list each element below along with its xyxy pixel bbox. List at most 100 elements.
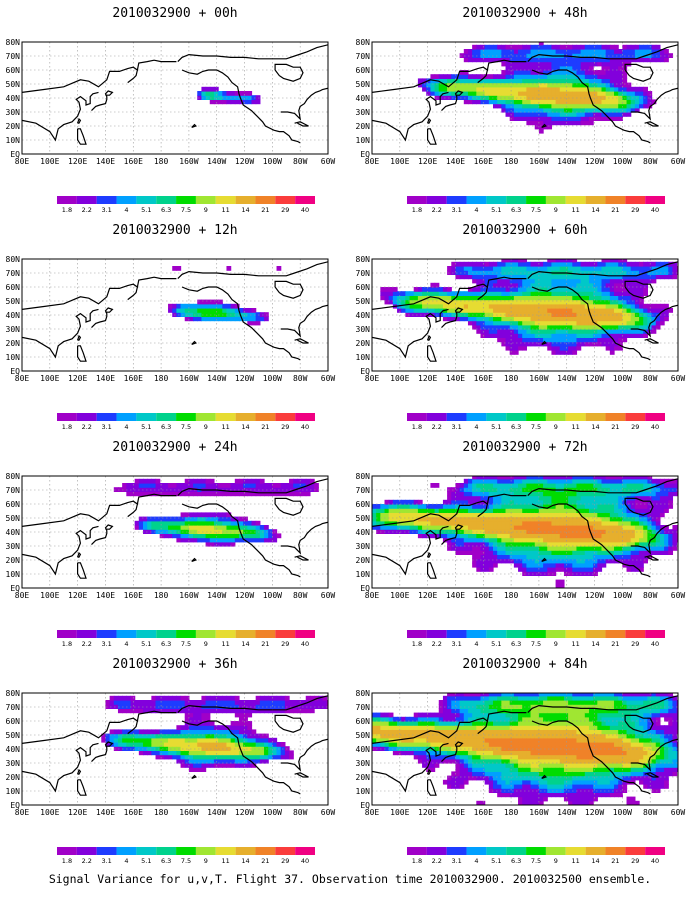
colorbar-swatch: [526, 196, 546, 204]
colorbar-label: 2.2: [82, 640, 92, 648]
colorbar-swatch: [446, 847, 467, 855]
x-tick-label: 140E: [96, 157, 115, 166]
map-panel: 2010032900 + 72h 80E 100E 120E 140E 160E 180 16…: [350, 434, 700, 651]
y-tick-label: 50N: [356, 297, 371, 306]
colorbar-swatch: [96, 847, 117, 855]
colorbar-swatch: [176, 413, 196, 421]
colorbar-swatch: [176, 196, 196, 204]
x-tick-label: 120W: [235, 808, 254, 817]
colorbar-swatch: [295, 413, 315, 421]
colorbar-swatch: [565, 196, 586, 204]
y-tick-label: 50N: [356, 514, 371, 523]
colorbar-label: 7.5: [181, 206, 191, 214]
colorbar-label: 4: [124, 423, 128, 431]
colorbar-swatch: [136, 196, 157, 204]
x-tick-label: 160W: [179, 591, 198, 600]
colorbar-label: 4: [124, 206, 128, 214]
x-tick-label: 80E: [15, 157, 30, 166]
y-tick-label: EQ: [10, 150, 20, 159]
x-tick-label: 120E: [418, 157, 437, 166]
colorbar-swatch: [565, 413, 586, 421]
colorbar-swatch: [545, 196, 566, 204]
colorbar-swatch: [605, 196, 626, 204]
colorbar-swatch: [255, 413, 276, 421]
colorbar-label: 4: [474, 640, 478, 648]
colorbar-label: 2.2: [82, 857, 92, 865]
y-tick-label: 10N: [356, 136, 371, 145]
colorbar-label: 11: [222, 206, 230, 214]
colorbar-label: 6.3: [161, 857, 171, 865]
y-tick-label: 20N: [6, 773, 21, 782]
colorbar: 1.8 2.2 3.1 4 5.1 6.3 7.5 9 11 14 21 29 40: [407, 847, 665, 865]
colorbar-swatch: [645, 413, 665, 421]
colorbar-label: 40: [651, 423, 659, 431]
map-panel: 2010032900 + 24h 80E 100E 120E 140E 160E 180 16…: [0, 434, 350, 651]
x-tick-label: 180: [504, 374, 519, 383]
y-tick-label: 30N: [6, 542, 21, 551]
y-tick-label: 60N: [356, 283, 371, 292]
colorbar-label: 5.1: [491, 857, 501, 865]
colorbar-label: 14: [241, 206, 249, 214]
colorbar-swatch: [466, 413, 487, 421]
y-tick-label: 70N: [6, 486, 21, 495]
colorbar-swatch: [96, 630, 117, 638]
colorbar-label: 5.1: [141, 423, 151, 431]
graticule: [22, 476, 328, 588]
x-tick-label: 160W: [179, 157, 198, 166]
colorbar-swatch: [565, 630, 586, 638]
colorbar-swatch: [235, 630, 256, 638]
y-tick-label: EQ: [360, 584, 370, 593]
colorbar-label: 5.1: [141, 640, 151, 648]
y-tick-label: 40N: [356, 94, 371, 103]
colorbar-label: 6.3: [511, 206, 521, 214]
colorbar-swatch: [295, 630, 315, 638]
coastlines: [372, 44, 678, 145]
colorbar-swatch: [76, 196, 97, 204]
panel-title: 2010032900 + 36h: [112, 657, 238, 672]
colorbar-swatch: [295, 196, 315, 204]
shaded-field: [101, 695, 328, 772]
map-svg: 80E 100E 120E 140E 160E 180 160W 140W 120W 100W 80…: [6, 689, 336, 865]
colorbar-swatch: [76, 847, 97, 855]
x-tick-label: 80E: [15, 374, 30, 383]
map-panel: 2010032900 + 00h 80E 100E 120E 140E 160E 180 16…: [0, 0, 350, 217]
y-tick-label: 20N: [356, 339, 371, 348]
x-tick-label: 140E: [96, 591, 115, 600]
y-tick-label: 30N: [356, 325, 371, 334]
x-tick-label: 80E: [365, 808, 380, 817]
colorbar-label: 11: [572, 206, 580, 214]
coastlines: [22, 478, 328, 579]
x-tick-label: 140E: [446, 157, 465, 166]
map-panel: 2010032900 + 48h 80E 100E 120E 140E 160E 180 16…: [350, 0, 700, 217]
y-tick-label: 80N: [6, 472, 21, 481]
colorbar-swatch: [255, 847, 276, 855]
colorbar-label: 3.1: [451, 206, 461, 214]
colorbar-swatch: [486, 196, 507, 204]
graticule: [22, 42, 328, 154]
y-tick-label: 10N: [6, 570, 21, 579]
x-tick-label: 180: [154, 808, 169, 817]
colorbar-label: 3.1: [101, 640, 111, 648]
colorbar-label: 40: [301, 206, 309, 214]
x-tick-label: 140W: [207, 374, 226, 383]
colorbar-swatch: [466, 196, 487, 204]
y-tick-label: EQ: [360, 367, 370, 376]
colorbar-label: 7.5: [531, 423, 541, 431]
x-tick-label: 120W: [585, 808, 604, 817]
y-tick-label: 60N: [356, 717, 371, 726]
colorbar-swatch: [407, 196, 427, 204]
colorbar-swatch: [426, 196, 447, 204]
panel-title: 2010032900 + 24h: [112, 440, 238, 455]
x-tick-label: 100E: [390, 157, 409, 166]
coastlines: [22, 695, 328, 796]
colorbar-label: 40: [651, 206, 659, 214]
colorbar-label: 21: [261, 206, 269, 214]
y-tick-label: 30N: [356, 759, 371, 768]
x-tick-label: 140E: [446, 374, 465, 383]
y-tick-label: EQ: [10, 801, 20, 810]
x-tick-label: 80E: [15, 591, 30, 600]
y-tick-label: 10N: [356, 570, 371, 579]
colorbar-swatch: [275, 847, 296, 855]
y-tick-label: 30N: [6, 759, 21, 768]
colorbar-label: 7.5: [181, 640, 191, 648]
